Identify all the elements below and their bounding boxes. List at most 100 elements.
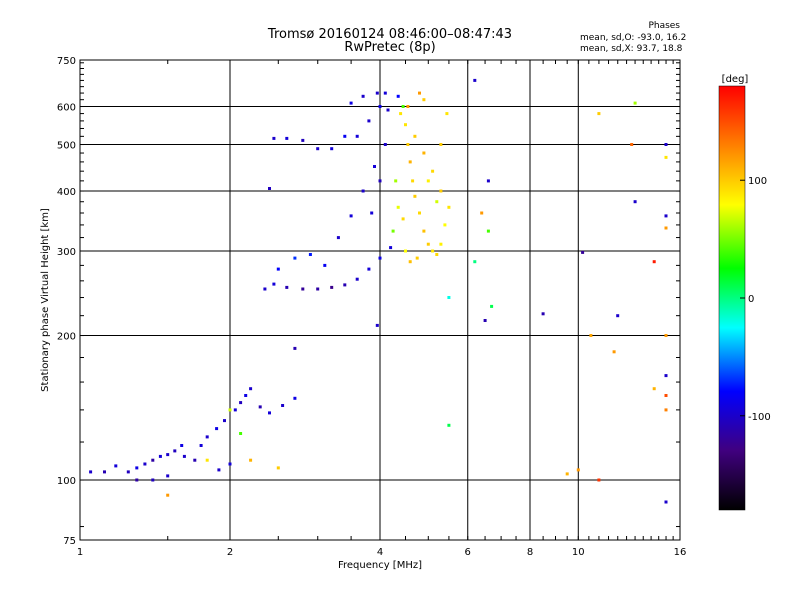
data-point — [349, 214, 353, 218]
data-point — [367, 119, 371, 123]
data-point — [285, 136, 289, 140]
data-point — [439, 242, 443, 246]
data-point — [336, 236, 340, 240]
y-tick-label: 300 — [57, 247, 76, 258]
data-point — [228, 462, 232, 466]
data-point — [431, 249, 435, 253]
data-point — [249, 458, 253, 462]
data-point — [447, 205, 451, 209]
series-o-mode — [89, 78, 668, 504]
data-point — [664, 408, 668, 412]
data-point — [406, 105, 410, 108]
data-point — [263, 287, 267, 291]
data-point — [114, 464, 118, 468]
data-point — [439, 189, 443, 193]
data-point — [217, 468, 221, 472]
data-point — [664, 155, 668, 159]
data-point — [589, 334, 593, 337]
data-point — [401, 105, 405, 108]
data-point — [239, 401, 243, 405]
x-tick-label: 6 — [465, 547, 471, 558]
data-point — [664, 143, 668, 146]
data-point — [349, 101, 353, 105]
data-point — [399, 112, 403, 116]
data-point — [581, 250, 585, 254]
data-point — [486, 229, 490, 233]
data-point — [375, 91, 379, 95]
data-point — [355, 277, 359, 281]
colorbar-ticks: 100 0 -100 — [740, 176, 771, 423]
data-point — [612, 350, 616, 354]
data-point — [228, 408, 232, 412]
data-point — [576, 468, 580, 472]
data-point — [103, 470, 106, 474]
data-point — [233, 408, 237, 412]
data-point — [480, 211, 484, 215]
data-point — [391, 229, 395, 233]
x-tick-label: 8 — [527, 547, 533, 558]
scatter-points — [89, 78, 668, 504]
data-point — [343, 134, 347, 138]
data-point — [439, 143, 443, 146]
series-x-mode — [166, 91, 668, 497]
data-point — [616, 314, 620, 318]
data-point — [367, 267, 371, 271]
data-point — [268, 187, 271, 190]
data-point — [166, 474, 170, 478]
data-point — [597, 112, 601, 116]
data-point — [135, 466, 139, 470]
data-point — [408, 260, 412, 264]
data-point — [158, 454, 162, 458]
chart-title: Tromsø 20160124 08:46:00–08:47:43 — [267, 27, 513, 42]
data-point — [89, 470, 93, 474]
data-point — [431, 169, 435, 173]
data-point — [293, 396, 297, 400]
data-point — [565, 472, 569, 476]
y-tick-label: 100 — [57, 476, 76, 487]
data-point — [408, 160, 412, 164]
data-point — [389, 246, 393, 250]
data-point — [422, 98, 426, 102]
data-point — [447, 296, 451, 299]
data-point — [239, 432, 243, 435]
data-point — [355, 134, 359, 138]
phase-heading: Phases — [648, 21, 680, 31]
data-point — [396, 94, 400, 98]
data-point — [205, 435, 209, 439]
data-point — [281, 404, 285, 407]
data-point — [301, 138, 305, 142]
data-point — [396, 205, 400, 209]
colorbar-label: [deg] — [722, 74, 749, 85]
data-point — [652, 260, 656, 264]
data-point — [215, 427, 219, 431]
phase-x-mode-stats: mean, sd,X: 93.7, 18.8 — [580, 44, 683, 54]
data-point — [630, 143, 634, 146]
phase-o-mode-stats: mean, sd,O: -93.0, 16.2 — [580, 33, 687, 43]
y-tick-label: 75 — [63, 536, 76, 547]
data-point — [445, 112, 449, 116]
x-tick-label: 16 — [674, 547, 687, 558]
data-point — [541, 312, 545, 316]
colorbar-tick-label: -100 — [748, 412, 771, 423]
data-point — [426, 242, 430, 246]
data-point — [293, 346, 297, 350]
data-point — [633, 101, 637, 105]
data-point — [173, 449, 177, 453]
x-tick-label: 4 — [377, 547, 383, 558]
data-point — [330, 285, 334, 289]
x-tick-label: 10 — [572, 547, 585, 558]
data-point — [182, 454, 186, 458]
x-axis-label: Frequency [MHz] — [338, 560, 422, 571]
data-point — [180, 444, 184, 447]
x-tick-label: 1 — [77, 547, 83, 558]
data-point — [370, 211, 374, 215]
data-point — [415, 256, 419, 260]
data-point — [413, 194, 417, 198]
chart-subtitle: RwPretec (8p) — [344, 40, 436, 55]
data-point — [404, 123, 407, 127]
data-point — [272, 136, 276, 140]
data-point — [316, 147, 320, 151]
data-point — [447, 423, 451, 427]
data-point — [426, 179, 430, 183]
